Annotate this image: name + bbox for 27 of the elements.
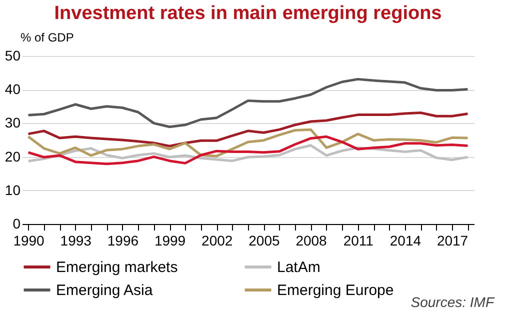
legend-label: LatAm bbox=[277, 259, 320, 276]
y-axis-title: % of GDP bbox=[20, 30, 74, 44]
y-tick-label: 30 bbox=[4, 114, 21, 131]
x-tick-label: 2002 bbox=[202, 232, 233, 248]
legend-label: Emerging Asia bbox=[56, 282, 154, 299]
x-tick-label: 2005 bbox=[248, 232, 280, 248]
x-tick-label: 1999 bbox=[154, 232, 186, 248]
y-tick-label: 0 bbox=[12, 216, 21, 232]
line-series bbox=[27, 135, 469, 166]
y-tick-label: 40 bbox=[4, 81, 21, 98]
y-tick-label: 50 bbox=[4, 48, 21, 64]
x-tick-label: 1996 bbox=[107, 232, 139, 248]
chart-title: Investment rates in main emerging regions bbox=[54, 3, 442, 24]
y-tick-label: 20 bbox=[4, 148, 21, 164]
x-tick-label: 1993 bbox=[60, 232, 92, 248]
line-series bbox=[27, 78, 469, 128]
legend-label: Emerging Europe bbox=[277, 282, 394, 299]
y-tick-label: 10 bbox=[4, 182, 21, 198]
x-tick-label: 1990 bbox=[13, 232, 45, 248]
line-series bbox=[27, 112, 469, 148]
legend-label: Emerging markets bbox=[56, 259, 178, 276]
line-series bbox=[27, 128, 469, 158]
source-note: Sources: IMF bbox=[410, 294, 496, 310]
x-tick-label: 2011 bbox=[343, 232, 374, 248]
x-tick-label: 2014 bbox=[390, 232, 422, 248]
x-tick-label: 2008 bbox=[296, 232, 328, 248]
x-tick-label: 2017 bbox=[436, 232, 468, 248]
